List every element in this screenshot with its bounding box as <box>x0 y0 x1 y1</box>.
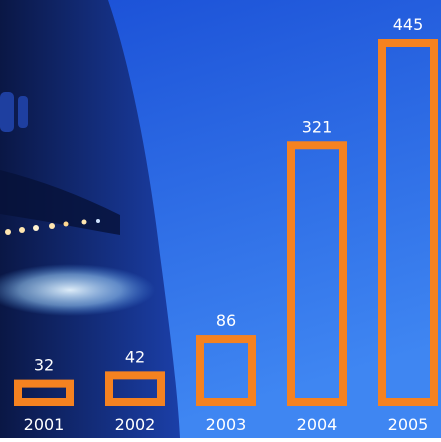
bar-2004 <box>287 141 347 406</box>
value-label-2001: 32 <box>34 356 54 375</box>
bar-2002 <box>105 371 165 406</box>
wing-light-glow <box>0 264 155 316</box>
category-label-2002: 2002 <box>115 415 156 434</box>
bar-2001 <box>14 379 74 406</box>
value-label-2002: 42 <box>125 347 145 366</box>
category-labels-group: 2001 2002 2003 2004 2005 <box>24 415 429 434</box>
category-label-2005: 2005 <box>388 415 429 434</box>
cabin-lights <box>5 219 100 235</box>
bar-2003 <box>196 335 256 406</box>
category-label-2001: 2001 <box>24 415 65 434</box>
bar-2005 <box>378 39 438 406</box>
cockpit-windows <box>0 92 28 132</box>
category-label-2004: 2004 <box>297 415 338 434</box>
value-label-2003: 86 <box>216 311 236 330</box>
aircraft-wing-shadow <box>0 170 120 235</box>
value-label-2004: 321 <box>302 117 333 136</box>
category-label-2003: 2003 <box>206 415 247 434</box>
value-labels-group: 32 42 86 321 445 <box>34 15 423 375</box>
value-label-2005: 445 <box>393 15 424 34</box>
bars-group <box>14 39 438 406</box>
